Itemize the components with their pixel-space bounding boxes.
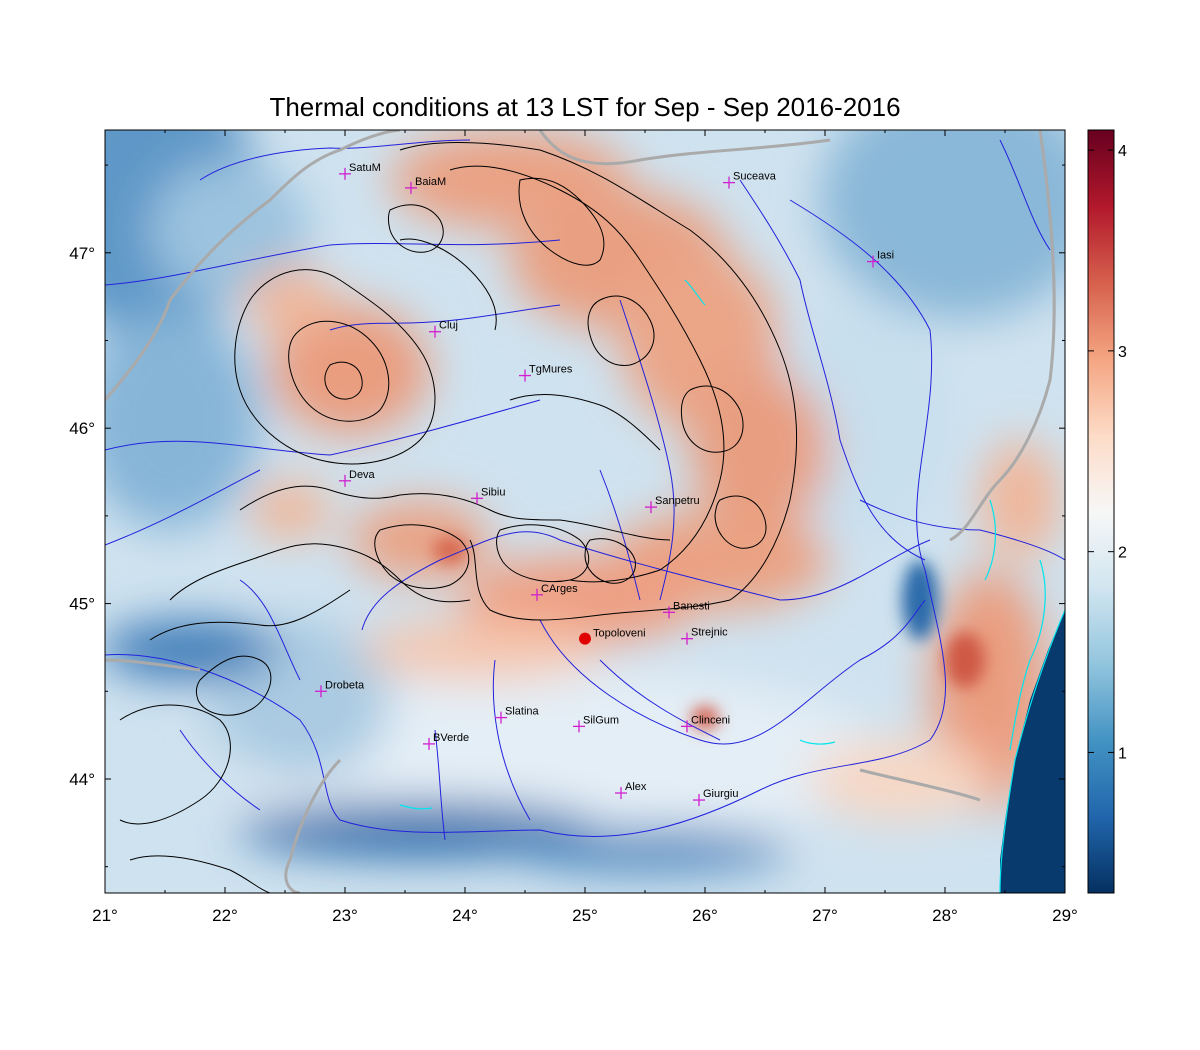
city-clinceni: Clinceni — [681, 714, 730, 733]
city-label: SilGum — [583, 714, 619, 726]
city-label: Drobeta — [325, 679, 365, 691]
y-tick-label: 46° — [69, 419, 95, 438]
city-label: Sanpetru — [655, 495, 700, 507]
city-suceava: Suceava — [723, 171, 777, 189]
city-strejnic: Strejnic — [681, 627, 728, 645]
city-label: Cluj — [439, 320, 458, 332]
temperature-field — [105, 130, 1065, 893]
elevation-contours — [119, 142, 798, 893]
x-tick-label: 24° — [452, 906, 478, 925]
city-silgum: SilGum — [573, 714, 619, 733]
city-label: Sibiu — [481, 486, 505, 498]
city-drobeta: Drobeta — [315, 679, 365, 698]
city-iasi: Iasi — [867, 250, 894, 268]
city-deva: Deva — [339, 469, 376, 487]
city-sanpetru: Sanpetru — [645, 495, 700, 514]
rivers — [105, 139, 1065, 841]
city-slatina: Slatina — [495, 706, 540, 724]
borders — [105, 130, 1056, 893]
city-label: Iasi — [877, 250, 894, 262]
city-tgmures: TgMures — [519, 364, 573, 382]
city-bverde: BVerde — [423, 732, 469, 750]
city-sibiu: Sibiu — [471, 486, 505, 505]
city-baiam: BaiaM — [405, 176, 446, 194]
city-alex: Alex — [615, 781, 647, 800]
x-tick-label: 28° — [932, 906, 958, 925]
map-title: Thermal conditions at 13 LST for Sep - S… — [269, 92, 901, 122]
city-label: TgMures — [529, 364, 573, 376]
city-markers: SatuM BaiaM Suceava Iasi Cluj TgMures Deva Sibi… — [315, 162, 894, 807]
axis-ticks: 21° 22° 23° 24° 25° 26° 27° 28° 29° 44° 45° 46° 47° — [69, 130, 1078, 925]
colorbar-tick-label: 4 — [1118, 143, 1127, 160]
colorbar-tick-label: 2 — [1118, 545, 1127, 562]
coastline — [399, 279, 1065, 893]
colorbar: 1 2 3 4 — [1087, 129, 1127, 894]
city-label: Alex — [625, 781, 647, 793]
x-tick-label: 27° — [812, 906, 838, 925]
x-tick-label: 23° — [332, 906, 358, 925]
x-tick-label: 29° — [1052, 906, 1078, 925]
city-satum: SatuM — [339, 162, 381, 180]
highlight-marker: Topoloveni — [579, 628, 646, 645]
topoloveni-dot — [579, 632, 591, 645]
x-tick-label: 25° — [572, 906, 598, 925]
city-label: Strejnic — [691, 627, 728, 639]
city-label: Slatina — [505, 706, 540, 718]
city-giurgiu: Giurgiu — [693, 788, 738, 807]
city-label: Deva — [349, 469, 376, 481]
city-label: Banesti — [673, 600, 710, 612]
y-tick-label: 44° — [69, 770, 95, 789]
y-tick-label: 45° — [69, 595, 95, 614]
colorbar-tick-label: 3 — [1118, 344, 1127, 361]
colorbar-tick-label: 1 — [1118, 745, 1127, 762]
city-label: SatuM — [349, 162, 381, 174]
city-carges: CArges — [531, 583, 578, 601]
colorbar-gradient — [1087, 129, 1115, 894]
topoloveni-label: Topoloveni — [593, 628, 646, 640]
city-label: CArges — [541, 583, 578, 595]
city-label: Suceava — [733, 171, 777, 183]
city-label: BaiaM — [415, 176, 446, 188]
city-label: BVerde — [433, 732, 469, 744]
city-cluj: Cluj — [429, 320, 458, 338]
city-banesti: Banesti — [663, 600, 710, 619]
x-tick-label: 21° — [92, 906, 118, 925]
city-label: Clinceni — [691, 714, 730, 726]
x-tick-label: 26° — [692, 906, 718, 925]
city-label: Giurgiu — [703, 788, 738, 800]
x-tick-label: 22° — [212, 906, 238, 925]
y-tick-label: 47° — [69, 244, 95, 263]
